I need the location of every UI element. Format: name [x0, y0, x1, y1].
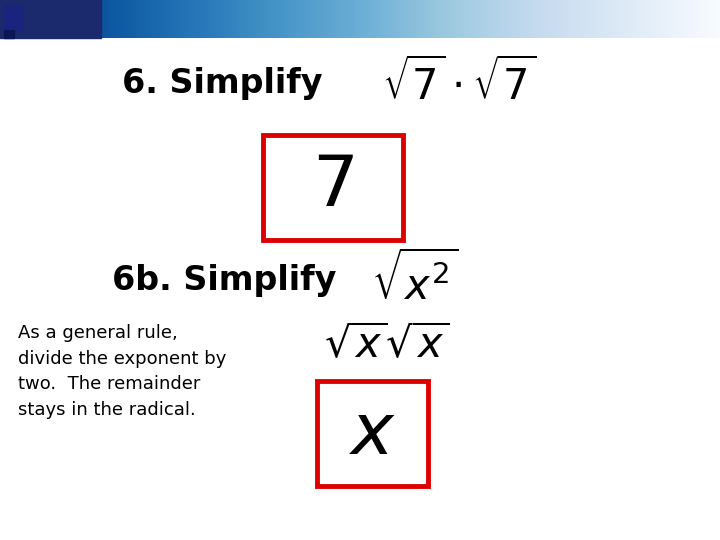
Text: $\sqrt{x}\sqrt{x}$: $\sqrt{x}\sqrt{x}$ — [324, 325, 449, 367]
Text: 6. Simplify: 6. Simplify — [122, 67, 323, 100]
Bar — [263, 135, 403, 240]
Text: 6b. Simplify: 6b. Simplify — [112, 264, 336, 298]
Bar — [317, 381, 428, 486]
Bar — [4, 30, 14, 38]
Text: $\sqrt{7} \cdot \sqrt{7}$: $\sqrt{7} \cdot \sqrt{7}$ — [382, 59, 536, 109]
Bar — [0, 0, 101, 38]
Text: As a general rule,
divide the exponent by
two.  The remainder
stays in the radic: As a general rule, divide the exponent b… — [18, 324, 226, 419]
Text: $7$: $7$ — [312, 152, 354, 221]
Text: $\sqrt{x^2}$: $\sqrt{x^2}$ — [371, 253, 458, 309]
Bar — [4, 5, 22, 30]
Text: $x$: $x$ — [348, 400, 396, 469]
